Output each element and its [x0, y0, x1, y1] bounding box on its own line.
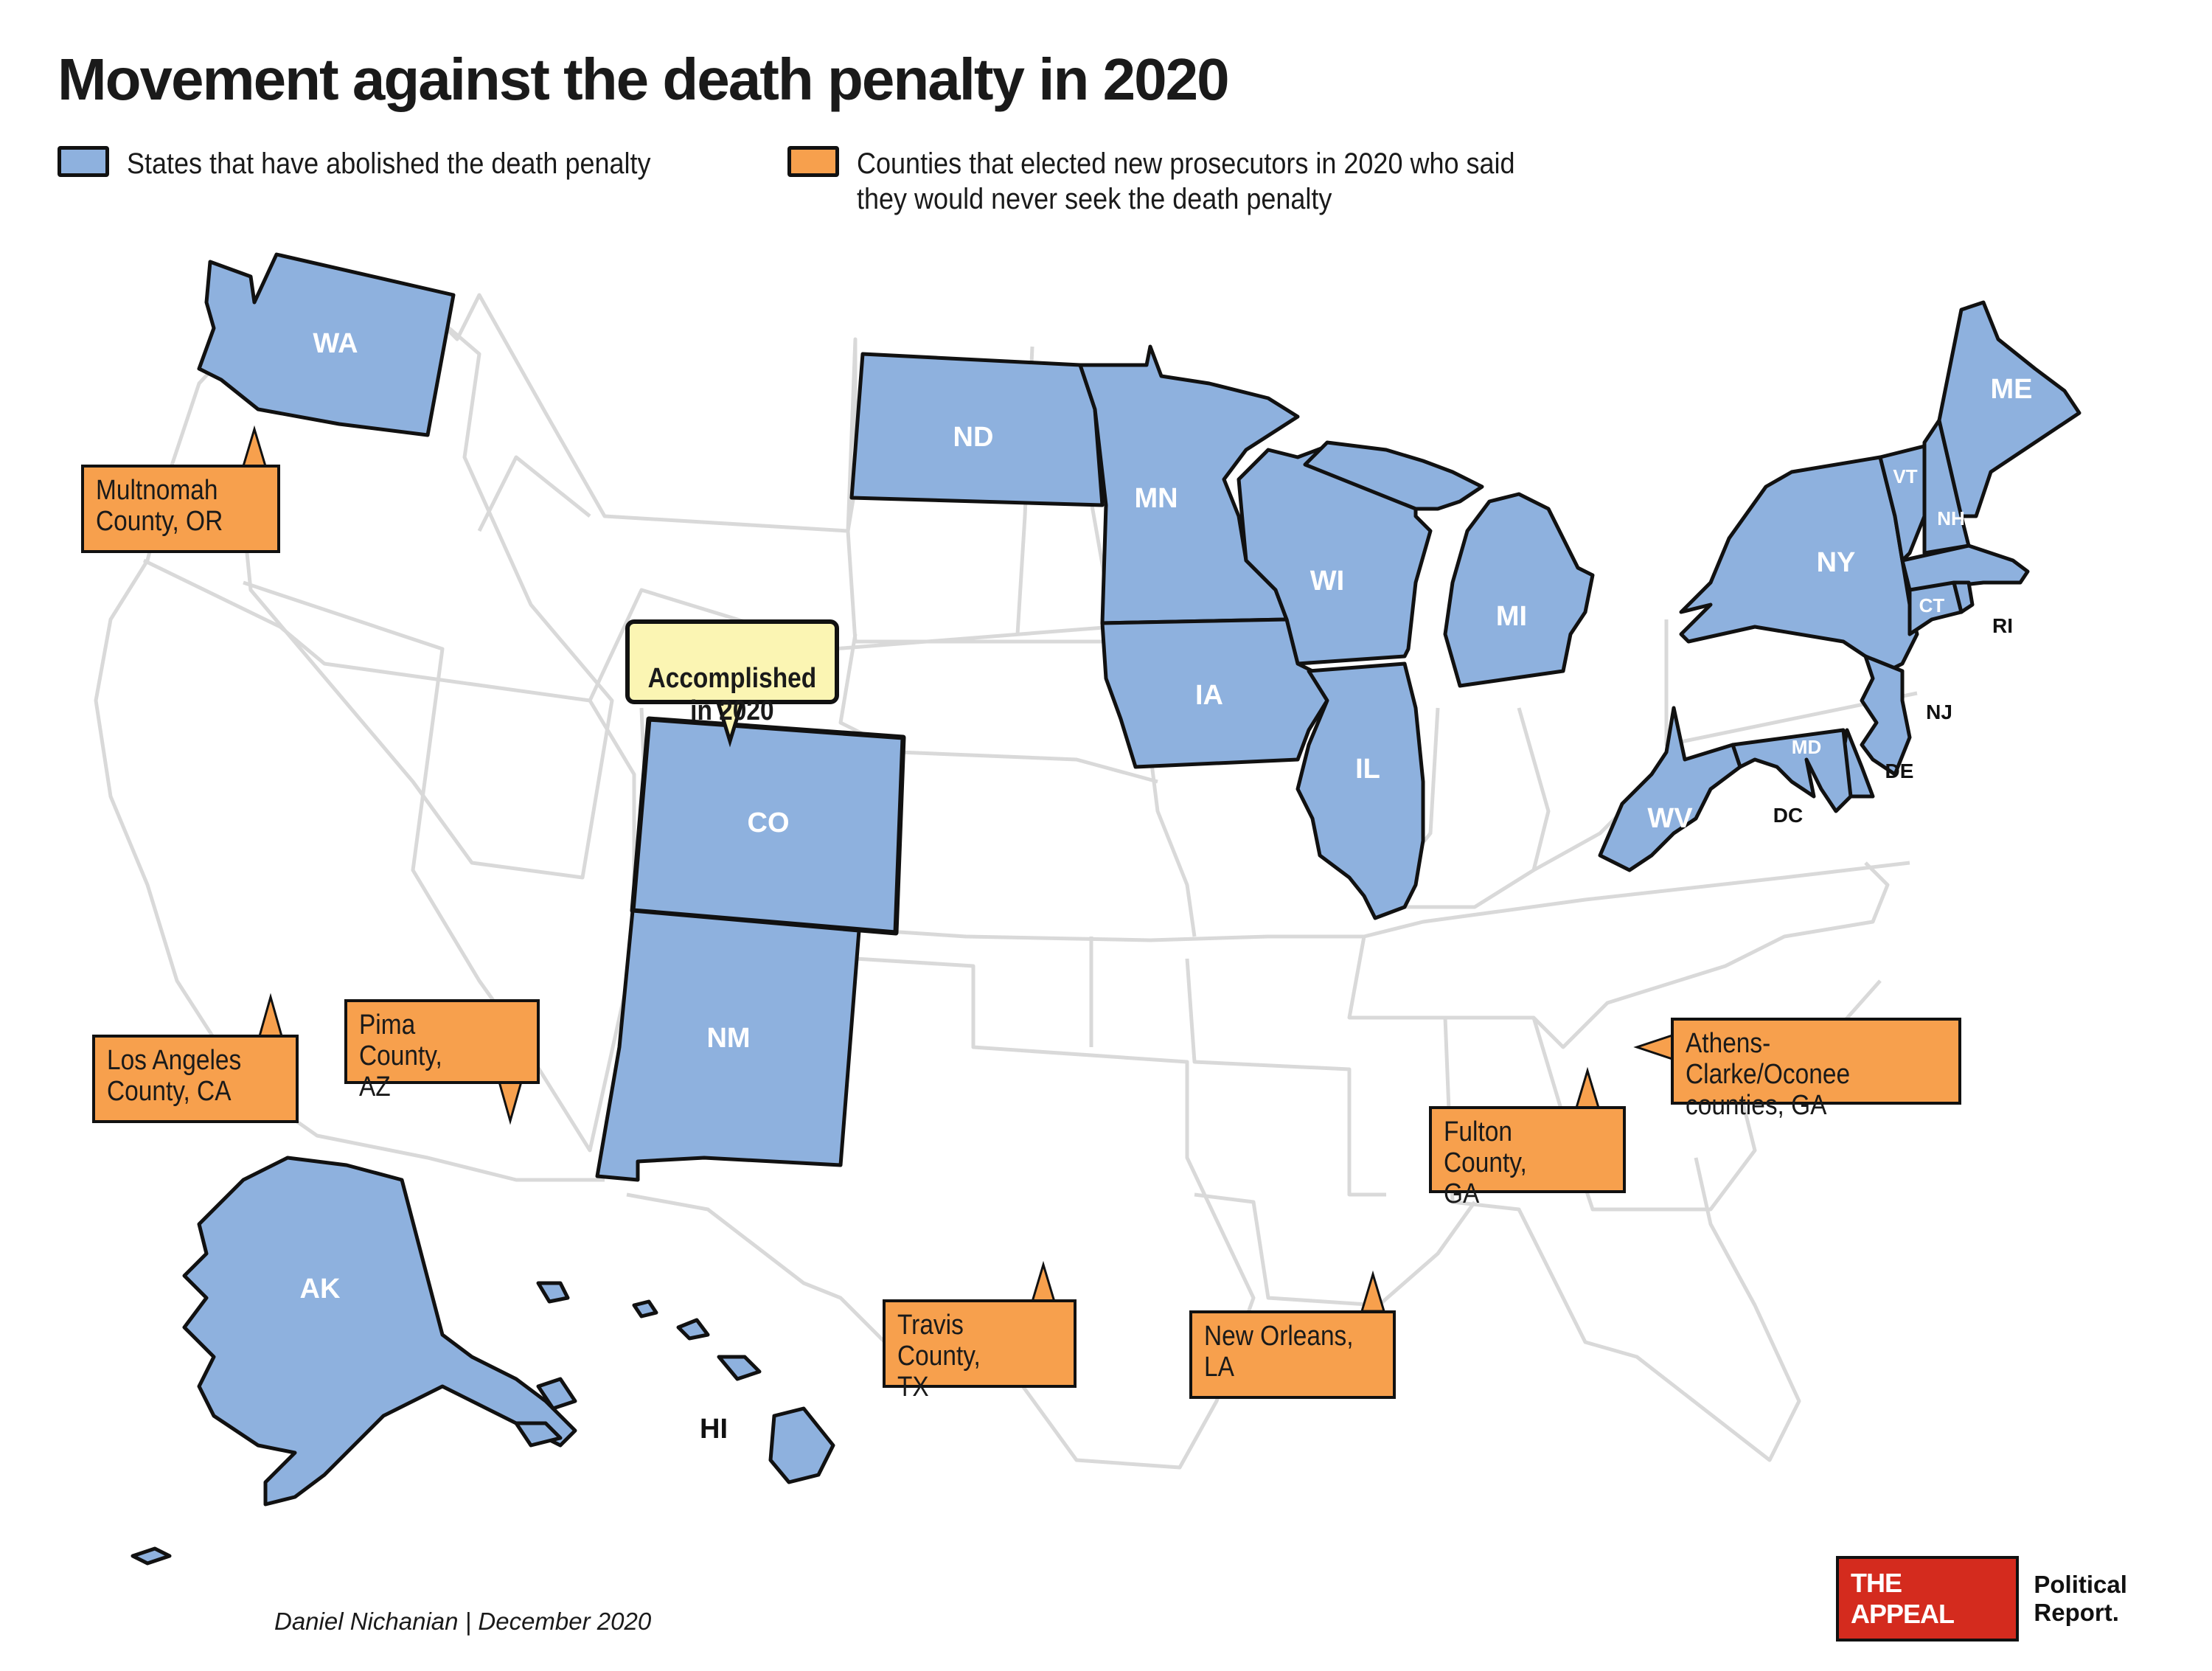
callout-multnomah: Multnomah County, OR	[81, 465, 280, 553]
callout-travis: Travis County, TX	[883, 1299, 1077, 1403]
legend-abolished-label: States that have abolished the death pen…	[127, 147, 651, 180]
label-co: CO	[748, 807, 790, 838]
label-wi: WI	[1310, 566, 1344, 597]
label-wa: WA	[313, 328, 358, 359]
label-ia: IA	[1195, 680, 1223, 711]
state-mi-up	[1303, 440, 1484, 511]
pointer-fulton	[1574, 1066, 1601, 1109]
state-ak	[182, 1156, 577, 1507]
state-labels: WA ND MN WI MI IA IL CO NM NY VT NH ME C…	[300, 328, 2033, 1445]
state-mi	[1443, 492, 1595, 688]
label-hi: HI	[700, 1414, 728, 1445]
label-ri: RI	[1992, 614, 2013, 637]
label-il: IL	[1355, 754, 1380, 785]
label-ny: NY	[1817, 547, 1856, 578]
label-nd: ND	[953, 422, 994, 453]
state-co[interactable]	[630, 716, 906, 936]
map-title: Movement against the death penalty in 20…	[58, 46, 1230, 112]
state-mn	[1078, 344, 1300, 625]
label-ak: AK	[300, 1274, 341, 1305]
logo-political-report: Political Report.	[2034, 1571, 2127, 1626]
label-de: DE	[1885, 760, 1914, 782]
callout-los-angeles: Los Angeles County, CA	[92, 1035, 299, 1123]
publisher-logo: THE APPEAL Political Report.	[1836, 1556, 2212, 1642]
callout-new-orleans: New Orleans, LA	[1189, 1310, 1396, 1399]
label-nj: NJ	[1926, 701, 1952, 723]
state-ny	[1679, 455, 1919, 673]
callout-accomplished: Accomplished in 2020	[625, 619, 839, 726]
state-ct	[1907, 580, 1964, 636]
label-dc: DC	[1773, 804, 1803, 827]
legend-abolished: States that have abolished the death pen…	[58, 146, 790, 181]
label-mi: MI	[1496, 601, 1527, 632]
logo-the-appeal: THE APPEAL	[1836, 1556, 2020, 1642]
state-md	[1731, 728, 1853, 813]
state-ri	[1952, 580, 1975, 614]
author-credit: Daniel Nichanian | December 2020	[274, 1608, 652, 1635]
pointer-multnomah	[241, 425, 268, 468]
legend-prosecutors: Counties that elected new prosecutors in…	[787, 146, 1594, 217]
callout-pointers	[241, 425, 1674, 1313]
label-wv: WV	[1647, 803, 1693, 834]
label-ct: CT	[1919, 594, 1945, 616]
state-wa	[197, 252, 456, 437]
label-md: MD	[1792, 736, 1821, 758]
state-hi	[536, 1281, 835, 1484]
pointer-los-angeles	[258, 993, 283, 1038]
state-il	[1295, 661, 1425, 920]
legend-prosecutors-label: Counties that elected new prosecutors in…	[857, 147, 1515, 215]
state-me	[1937, 300, 2081, 518]
label-mn: MN	[1134, 483, 1178, 514]
state-nj	[1860, 654, 1912, 777]
pointer-athens	[1633, 1033, 1674, 1061]
pointer-new-orleans	[1360, 1270, 1386, 1313]
callout-pima: Pima County, AZ	[344, 999, 540, 1102]
state-ak-islands	[131, 1377, 577, 1566]
callout-fulton: Fulton County, GA	[1429, 1106, 1626, 1209]
legend-swatch-orange	[787, 146, 839, 177]
state-nm	[595, 909, 861, 1182]
state-ia	[1100, 617, 1329, 769]
callout-athens: Athens-Clarke/Oconee counties, GA	[1671, 1018, 1961, 1121]
label-nm: NM	[706, 1023, 750, 1054]
abolished-states	[131, 252, 2081, 1566]
label-vt: VT	[1893, 465, 1917, 487]
label-nh: NH	[1937, 507, 1965, 529]
label-me: ME	[1991, 374, 2033, 405]
state-wv	[1598, 706, 1742, 872]
legend-swatch-blue	[58, 146, 109, 177]
pointer-travis	[1030, 1260, 1057, 1303]
